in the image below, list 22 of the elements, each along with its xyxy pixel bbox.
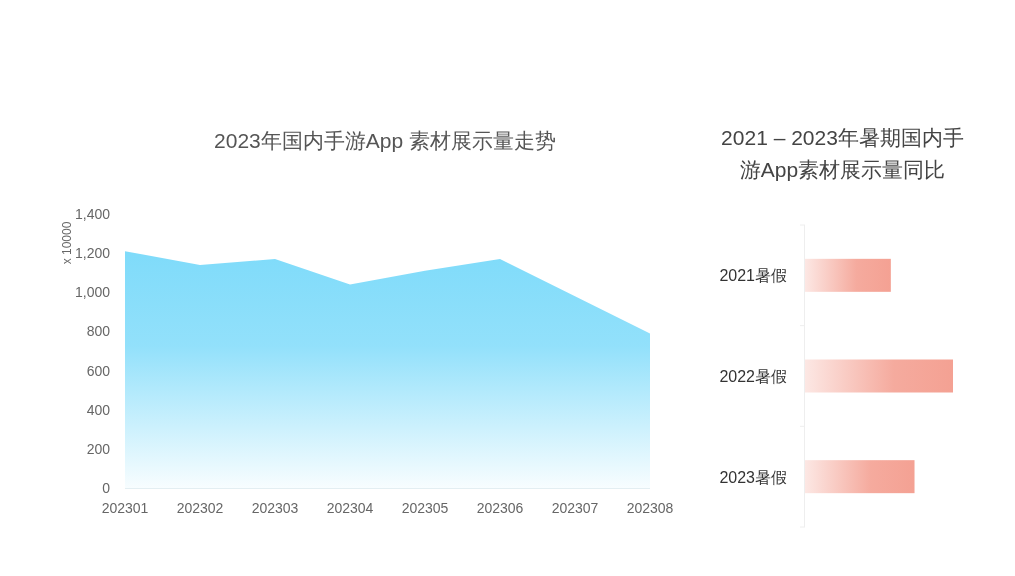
y-axis-title: x 10000 (60, 221, 74, 265)
chart-title: 2021 – 2023年暑期国内手游App素材展示量同比 (720, 125, 965, 183)
x-tick-label: 202307 (551, 500, 599, 516)
y-tick-label: 2022暑假 (719, 368, 787, 385)
y-tick-label: 1,400 (74, 206, 111, 222)
x-tick-label: 202302 (176, 500, 224, 516)
x-tick-label: 202304 (326, 500, 374, 516)
x-tick-label: 202305 (401, 500, 449, 516)
x-tick-label: 202301 (101, 500, 149, 516)
y-tick-label: 1,000 (74, 284, 111, 301)
y-tick-label: 400 (86, 401, 111, 418)
y-tick-label: 200 (86, 440, 111, 457)
x-tick-label: 202306 (476, 500, 524, 516)
y-tick-label: 0 (102, 480, 111, 496)
x-tick-label: 202303 (251, 500, 299, 516)
chart-title: 2023年国内手游App 素材展示量走势 (214, 129, 556, 152)
y-tick-label: 2021暑假 (719, 267, 787, 285)
y-tick-label: 600 (86, 362, 111, 379)
y-tick-label: 2023暑假 (719, 468, 787, 486)
y-tick-label: 800 (86, 323, 111, 340)
y-tick-label: 1,200 (74, 245, 111, 262)
x-tick-label: 202308 (626, 500, 674, 516)
